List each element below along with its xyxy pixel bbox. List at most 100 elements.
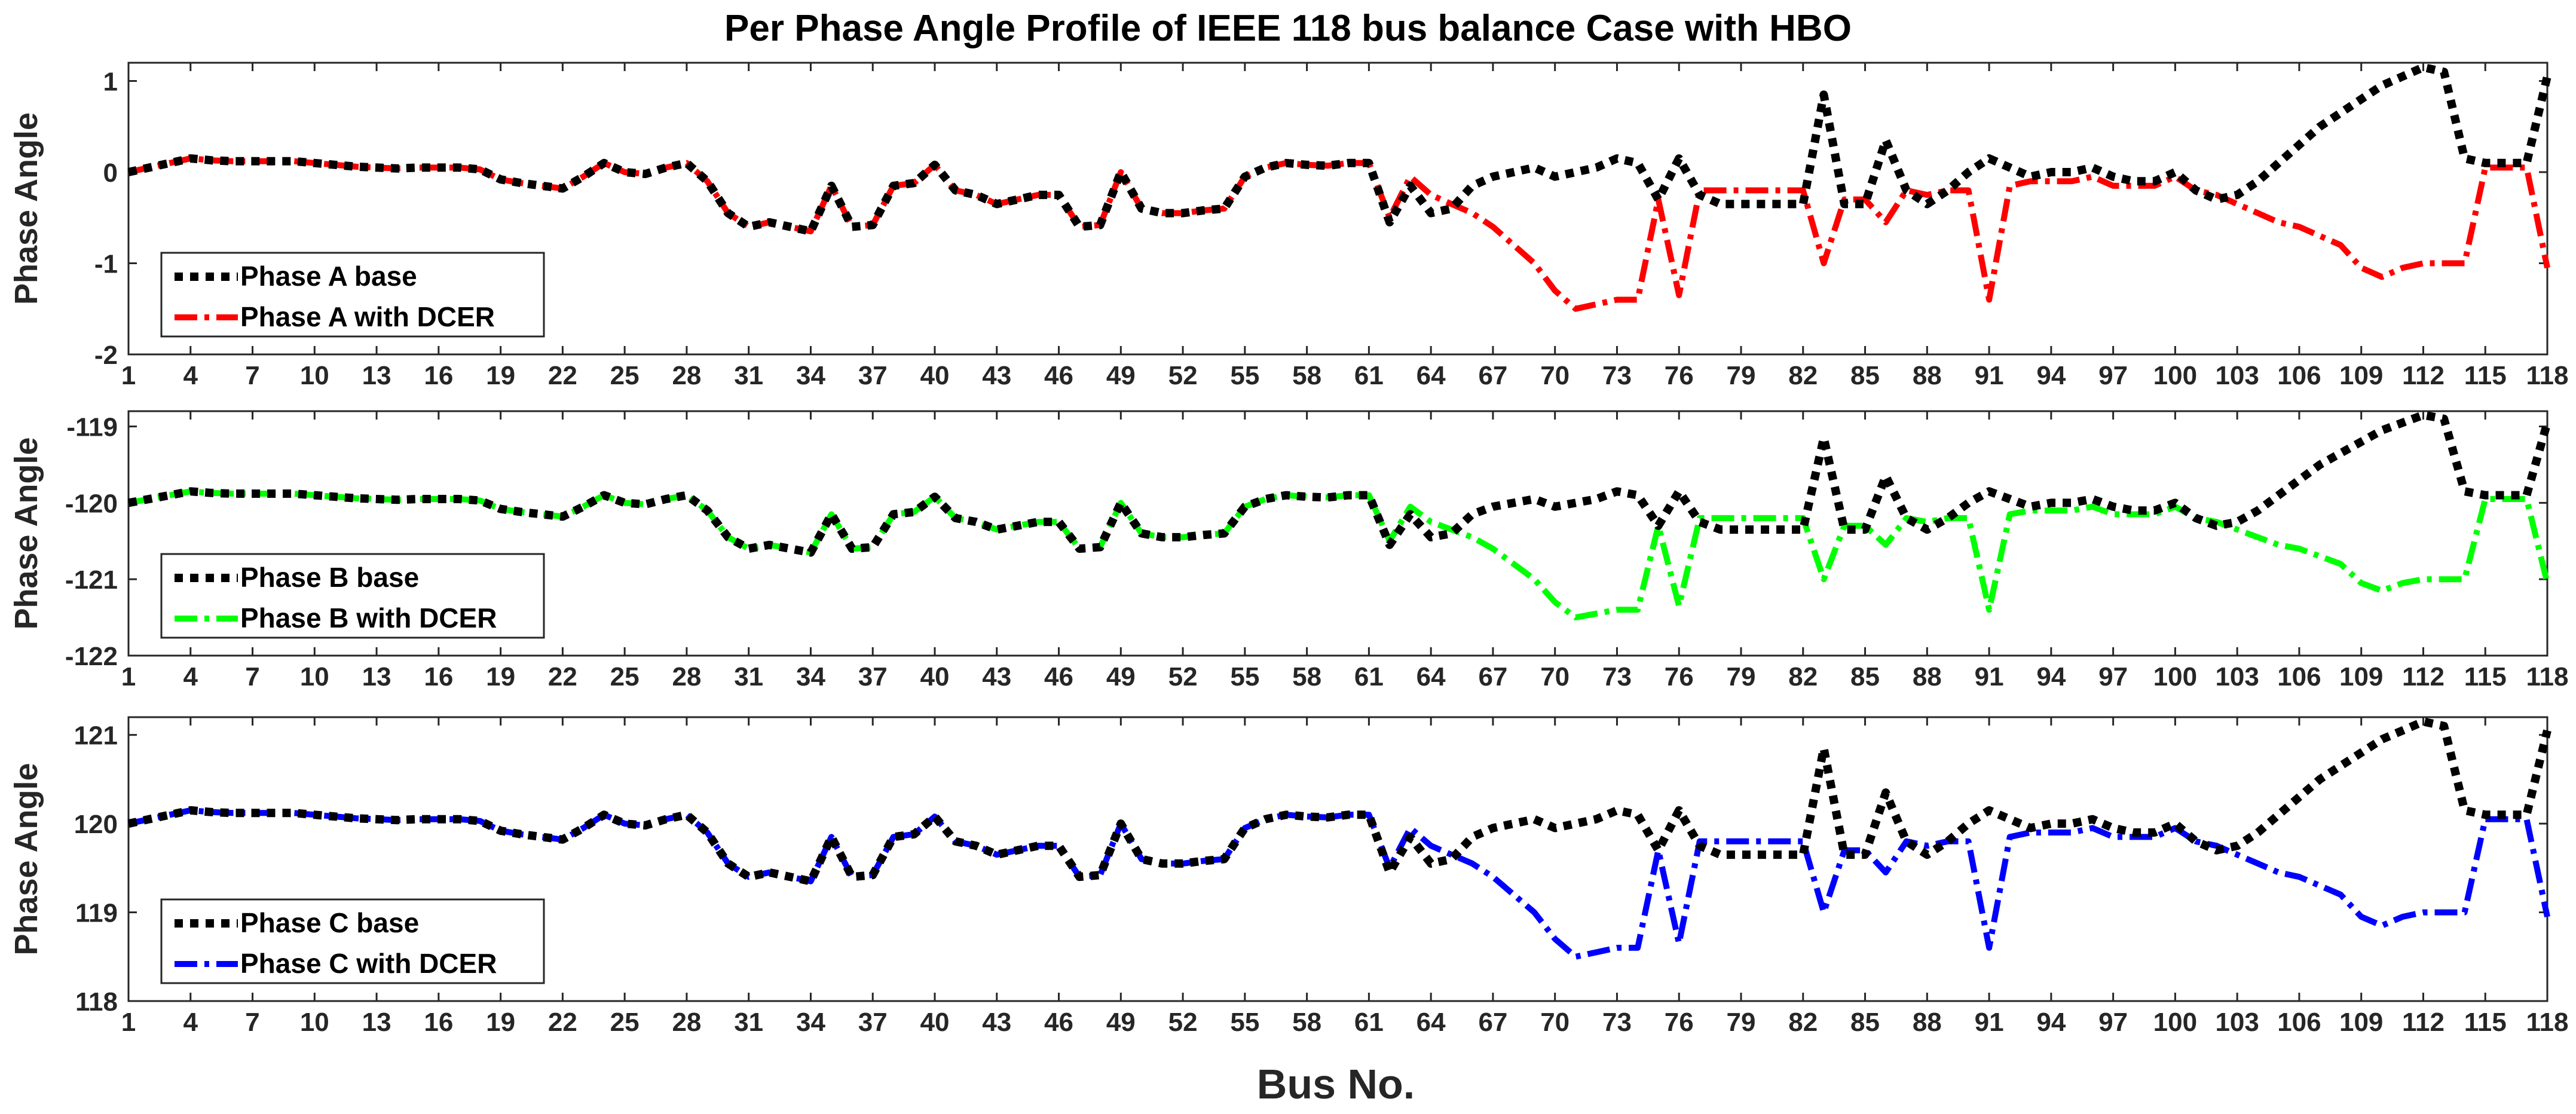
x-tick-label: 100 xyxy=(2153,361,2197,390)
x-tick-label: 10 xyxy=(300,1008,329,1037)
x-tick-label: 22 xyxy=(548,662,577,691)
panels: 1 4 7 10 13 16 19 22 25 28 31 34 37 40 43 46 49 52 55 58 61 6… xyxy=(8,62,2569,1037)
x-tick-label: 88 xyxy=(1913,1008,1942,1037)
x-tick-label: 1 xyxy=(121,1008,136,1037)
x-tick-label: 73 xyxy=(1602,662,1632,691)
x-tick-label: 37 xyxy=(858,662,888,691)
x-tick-label: 25 xyxy=(610,662,640,691)
legend-box xyxy=(160,553,545,639)
x-tick-label: 52 xyxy=(1168,662,1198,691)
x-tick-label: 94 xyxy=(2036,662,2066,691)
x-tick-label: 4 xyxy=(183,662,198,691)
x-tick-label: 37 xyxy=(858,361,888,390)
chart-panel-2: 1 4 7 10 13 16 19 22 25 28 31 34 37 40 43 46 49 52 55 58 61 6… xyxy=(8,410,2568,691)
x-tick-label: 40 xyxy=(920,361,950,390)
x-tick-label: 49 xyxy=(1106,662,1136,691)
x-tick-label: 103 xyxy=(2215,361,2259,390)
x-tick-label: 19 xyxy=(486,662,515,691)
series-line-base xyxy=(127,717,2551,886)
x-tick-label: 88 xyxy=(1913,662,1942,691)
x-tick-label: 67 xyxy=(1478,361,1507,390)
x-tick-label: 34 xyxy=(796,361,825,390)
legend-label: Phase A with DCER xyxy=(240,301,495,332)
x-tick-label: 13 xyxy=(362,1008,391,1037)
x-tick-label: 25 xyxy=(610,361,640,390)
legend-label: Phase B base xyxy=(240,562,419,593)
x-tick-label: 43 xyxy=(982,1008,1011,1037)
x-tick-label: 16 xyxy=(424,361,453,390)
y-tick-label: -119 xyxy=(66,413,118,442)
x-tick-label: 58 xyxy=(1292,1008,1321,1037)
x-tick-label: 94 xyxy=(2036,361,2066,390)
x-tick-label: 16 xyxy=(424,662,453,691)
x-tick-label: 28 xyxy=(672,361,701,390)
x-tick-label: 91 xyxy=(1975,662,2004,691)
y-tick-label: 120 xyxy=(74,810,118,839)
x-tick-label: 16 xyxy=(424,1008,453,1037)
x-tick-label: 85 xyxy=(1850,361,1880,390)
x-tick-label: 94 xyxy=(2036,1008,2066,1037)
y-tick-label: 1 xyxy=(103,68,118,97)
y-tick-label: -121 xyxy=(65,565,118,595)
legend-box xyxy=(160,252,545,338)
x-tick-label: 112 xyxy=(2402,361,2445,390)
x-tick-label: 25 xyxy=(610,1008,640,1037)
x-tick-label: 34 xyxy=(796,1008,825,1037)
legend-label: Phase C with DCER xyxy=(240,948,497,979)
x-tick-label: 85 xyxy=(1850,662,1880,691)
x-tick-label: 22 xyxy=(548,1008,577,1037)
x-tick-label: 70 xyxy=(1540,361,1570,390)
x-tick-label: 97 xyxy=(2098,1008,2128,1037)
x-tick-label: 19 xyxy=(486,361,515,390)
x-tick-label: 106 xyxy=(2277,662,2321,691)
x-tick-label: 34 xyxy=(796,662,825,691)
legend: Phase C base Phase C with DCER xyxy=(160,898,545,984)
x-tick-label: 10 xyxy=(300,361,329,390)
chart-title: Per Phase Angle Profile of IEEE 118 bus … xyxy=(724,8,1852,49)
y-tick-label: -120 xyxy=(65,489,118,518)
x-tick-label: 115 xyxy=(2464,662,2507,691)
x-tick-label: 58 xyxy=(1292,662,1321,691)
x-tick-label: 49 xyxy=(1106,361,1136,390)
x-tick-label: 109 xyxy=(2339,361,2383,390)
x-tick-label: 76 xyxy=(1665,361,1694,390)
x-tick-label: 79 xyxy=(1727,361,1756,390)
x-tick-label: 115 xyxy=(2464,1008,2507,1037)
x-tick-label: 7 xyxy=(245,361,259,390)
y-tick-label: 118 xyxy=(75,987,118,1017)
y-tick-label: -1 xyxy=(94,250,118,279)
x-tick-label: 109 xyxy=(2339,1008,2383,1037)
y-axis-label: Phase Angle xyxy=(8,763,44,955)
x-tick-label: 7 xyxy=(245,662,259,691)
x-tick-label: 76 xyxy=(1665,1008,1694,1037)
x-tick-label: 55 xyxy=(1230,1008,1259,1037)
x-tick-label: 64 xyxy=(1417,361,1446,390)
x-tick-label: 49 xyxy=(1106,1008,1136,1037)
legend-box xyxy=(160,898,545,984)
y-axis-label: Phase Angle xyxy=(8,437,44,629)
chart-panel-1: 1 4 7 10 13 16 19 22 25 28 31 34 37 40 43 46 49 52 55 58 61 6… xyxy=(8,62,2568,390)
x-tick-label: 76 xyxy=(1665,662,1694,691)
x-tick-label: 103 xyxy=(2215,662,2259,691)
x-tick-label: 4 xyxy=(183,1008,198,1037)
x-tick-label: 67 xyxy=(1478,1008,1507,1037)
x-tick-label: 106 xyxy=(2277,1008,2321,1037)
x-tick-label: 43 xyxy=(982,662,1011,691)
x-tick-label: 61 xyxy=(1354,361,1384,390)
x-tick-label: 73 xyxy=(1602,1008,1632,1037)
y-tick-label: 119 xyxy=(75,899,118,928)
x-tick-label: 46 xyxy=(1044,361,1073,390)
x-tick-label: 19 xyxy=(486,1008,515,1037)
x-tick-label: 112 xyxy=(2402,1008,2445,1037)
legend: Phase A base Phase A with DCER xyxy=(160,252,545,338)
x-tick-label: 73 xyxy=(1602,361,1632,390)
x-tick-label: 28 xyxy=(672,1008,701,1037)
x-tick-label: 1 xyxy=(121,361,136,390)
chart-panel-3: 1 4 7 10 13 16 19 22 25 28 31 34 37 40 43 46 49 52 55 58 61 6… xyxy=(8,716,2569,1037)
x-tick-label: 118 xyxy=(2526,1008,2569,1037)
x-tick-label: 31 xyxy=(734,361,763,390)
y-tick-label: -2 xyxy=(94,341,118,370)
x-tick-label: 46 xyxy=(1044,1008,1073,1037)
x-tick-label: 70 xyxy=(1540,662,1570,691)
